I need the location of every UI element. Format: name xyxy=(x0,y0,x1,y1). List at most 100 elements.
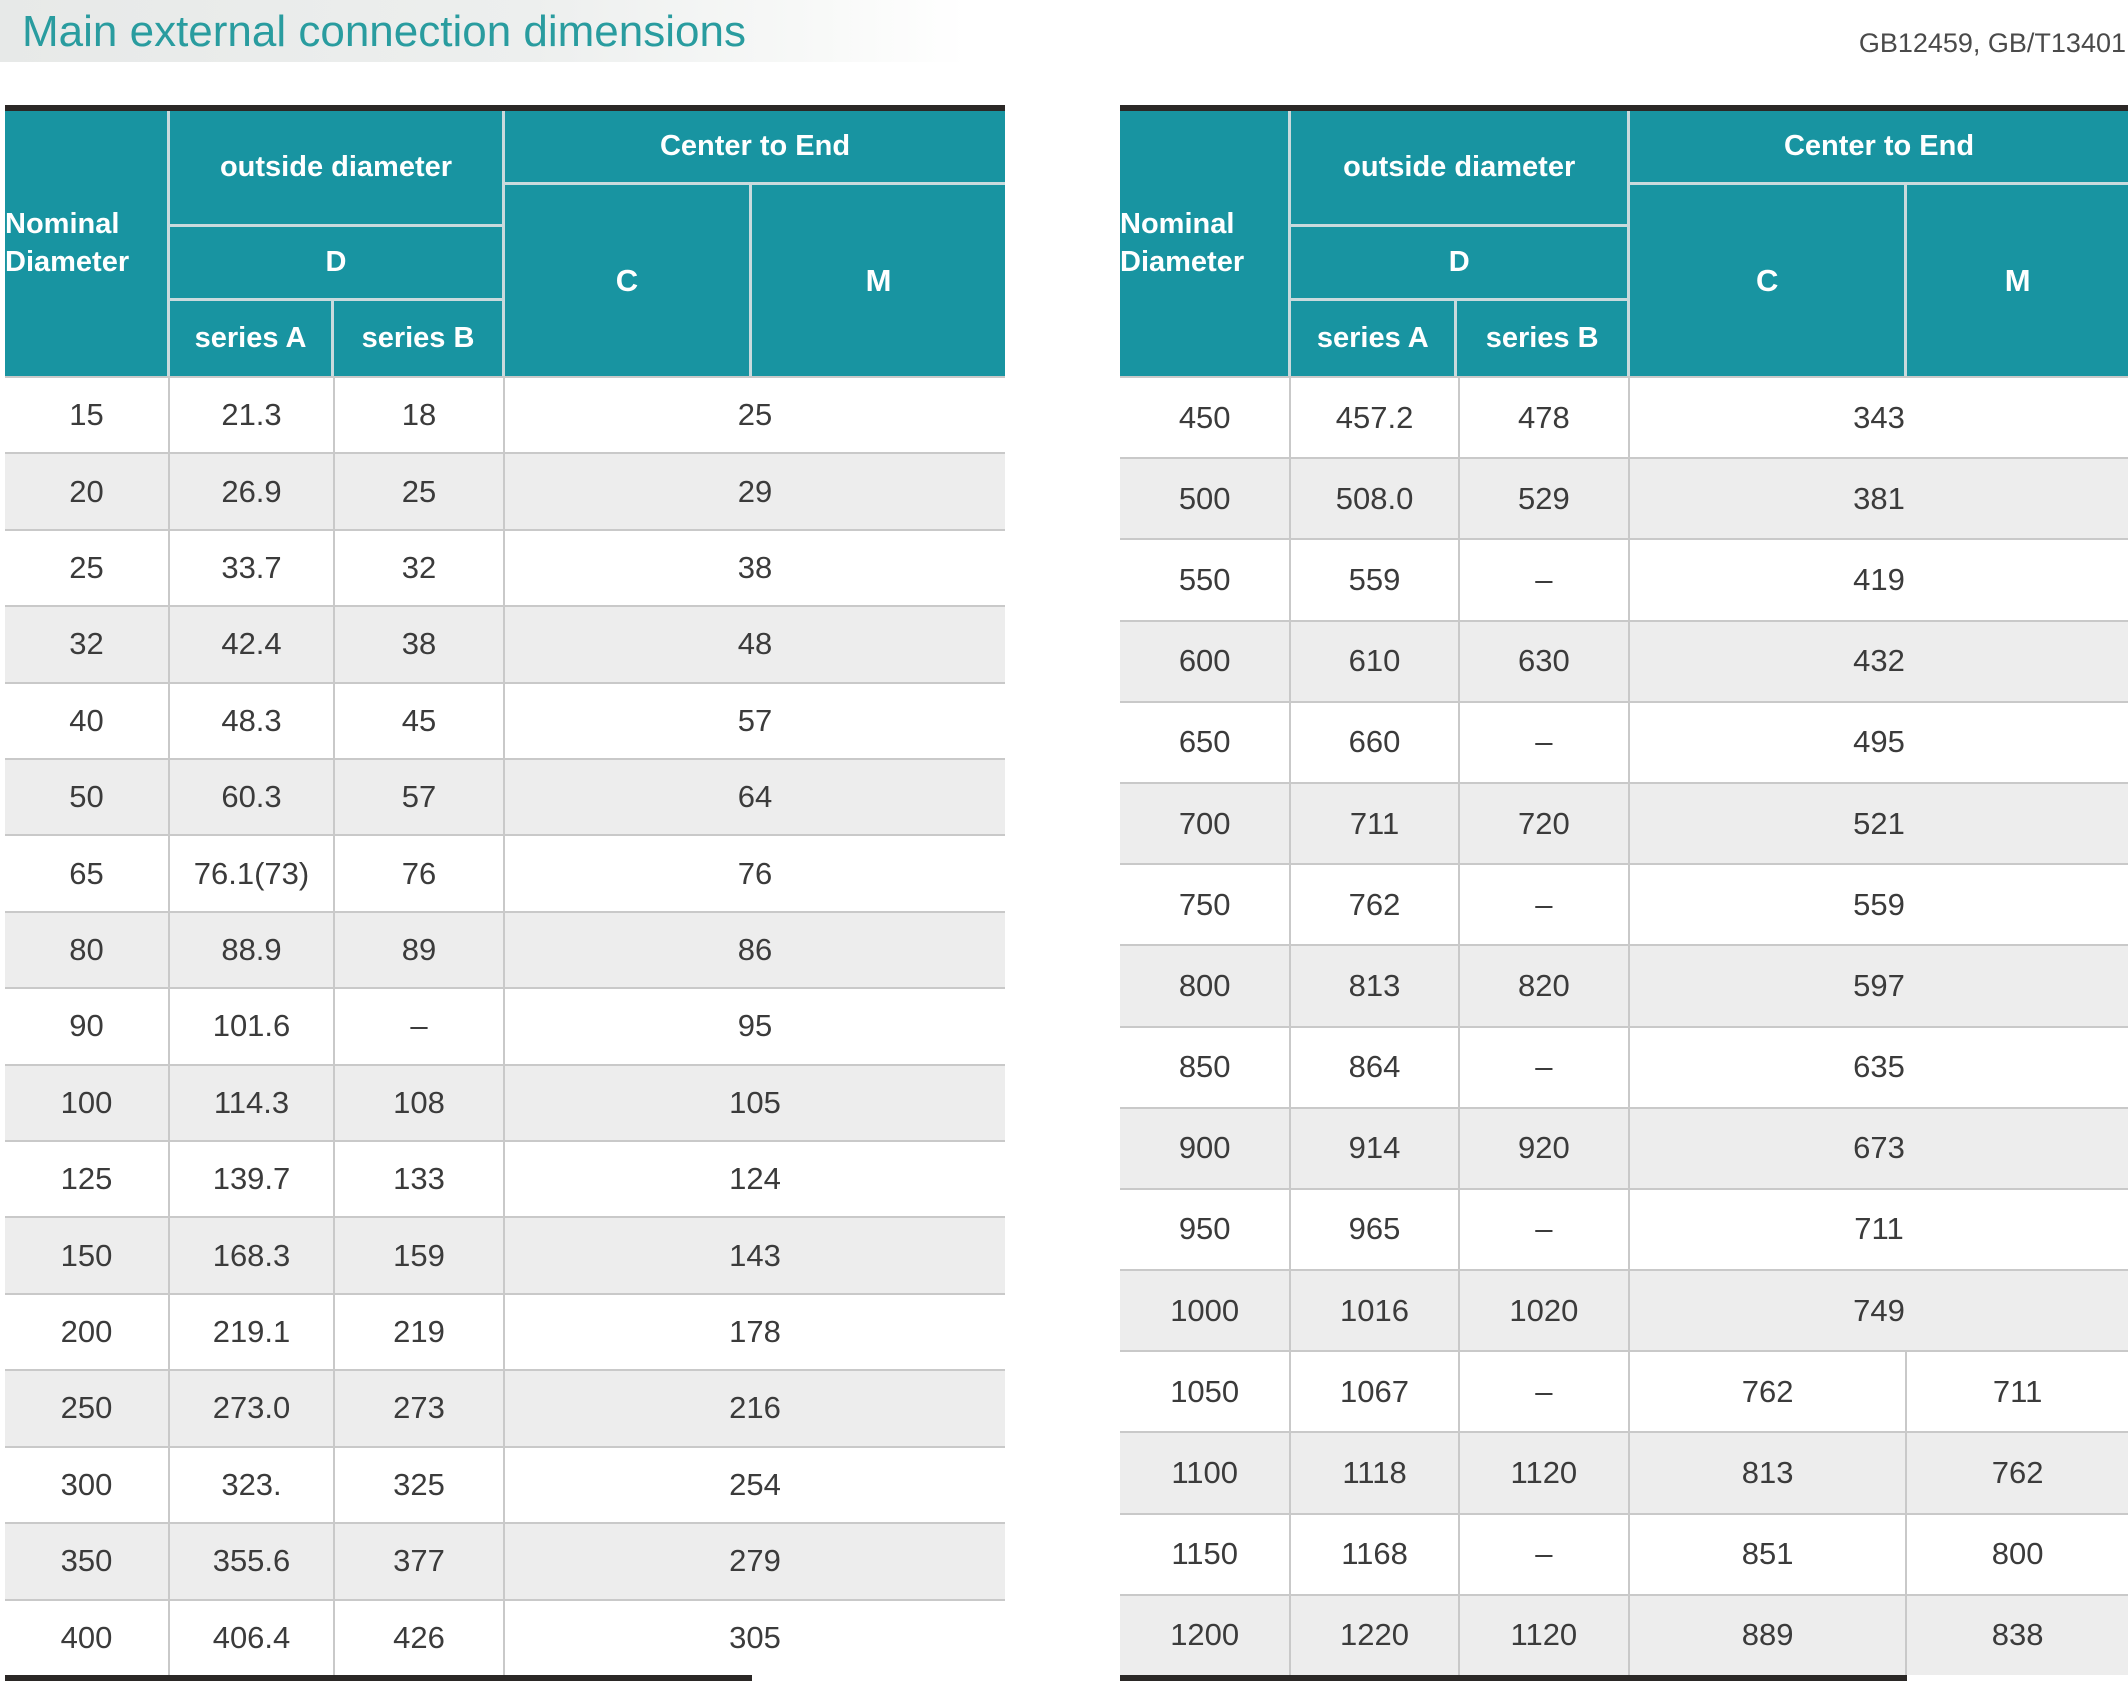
header-cm-row: C M xyxy=(505,185,1005,376)
cell-series-b: 25 xyxy=(335,454,505,529)
cell-nominal-diameter: 125 xyxy=(5,1142,170,1217)
header-outside-diameter: outside diameter xyxy=(170,111,502,227)
cell-series-a: 660 xyxy=(1291,702,1460,782)
cell-series-b: 325 xyxy=(335,1447,505,1523)
cell-series-a: 914 xyxy=(1291,1108,1460,1188)
cell-nominal-diameter: 1200 xyxy=(1120,1595,1292,1675)
cell-center-to-end: 381 xyxy=(1853,480,1905,516)
cell-series-b: 32 xyxy=(335,530,505,606)
cell-center-to-end: 559 xyxy=(1853,886,1905,922)
cell-series-b: – xyxy=(1460,865,1631,945)
cell-series-b: 529 xyxy=(1460,459,1631,539)
cell-series-a: 1220 xyxy=(1291,1595,1460,1675)
cell-nominal-diameter: 550 xyxy=(1120,540,1292,620)
table-row: 90 101.6– 95 xyxy=(5,987,1005,1064)
cell-center-to-end: 673 xyxy=(1853,1130,1905,1166)
cell-center-to-end: 38 xyxy=(737,550,773,586)
cell-series-a: 559 xyxy=(1291,540,1460,620)
cell-series-a: 1168 xyxy=(1291,1514,1460,1594)
cell-nominal-diameter: 950 xyxy=(1120,1189,1292,1270)
table-bottom-border xyxy=(5,1675,752,1681)
cell-series-b: 1120 xyxy=(1460,1595,1631,1675)
table-bottom-border xyxy=(1120,1675,1908,1681)
cell-series-a: 508.0 xyxy=(1291,459,1460,539)
table-row: 800 813 820 597 xyxy=(1120,944,2128,1026)
cell-series-a: 60.3 xyxy=(170,760,335,835)
cell-nominal-diameter: 1050 xyxy=(1120,1352,1292,1432)
title-band: Main external connection dimensions xyxy=(0,0,967,62)
cell-nominal-diameter: 50 xyxy=(5,760,170,835)
table-row: 40 48.3 45 57 xyxy=(5,681,1005,759)
cell-center-to-end: 178 xyxy=(729,1314,781,1350)
cell-nominal-diameter: 650 xyxy=(1120,702,1292,782)
standards-ref: GB12459, GB/T13401 xyxy=(1858,28,2126,58)
cell-series-a: 762 xyxy=(1291,865,1460,945)
cell-center-to-end: 749 xyxy=(1853,1292,1905,1328)
page-title: Main external connection dimensions xyxy=(22,7,746,56)
cell-nominal-diameter: 25 xyxy=(5,530,170,606)
cell-series-a: 1067 xyxy=(1291,1352,1460,1432)
cell-center-to-end: 216 xyxy=(729,1390,781,1426)
header-series-b: series B xyxy=(361,322,475,354)
cell-series-a: 610 xyxy=(1291,621,1460,701)
table-row: 1200 1220 1120 889 838 xyxy=(1120,1593,2128,1675)
cell-series-a: 26.9 xyxy=(170,454,335,529)
header-center-to-end-group: Center to End C M xyxy=(505,111,1005,376)
cell-nominal-diameter: 850 xyxy=(1120,1027,1292,1107)
table-row: 700 711 720 521 xyxy=(1120,781,2128,864)
table-row: 250 273.0 273 216 xyxy=(5,1369,1005,1446)
cell-series-b: 133 xyxy=(335,1142,505,1217)
cell-center-to-end: 57 xyxy=(737,702,773,738)
table-body: 450 457.2 478 343 500 508.0 529 381 550 559–419 60… xyxy=(1120,376,2128,1675)
header-series-b: series B xyxy=(1485,322,1599,354)
table-row: 1100 1118 1120 813 762 xyxy=(1120,1431,2128,1513)
header-c: C xyxy=(1630,185,1908,376)
cell-center-to-end: 597 xyxy=(1853,967,1905,1003)
cell-series-a: 101.6 xyxy=(170,989,335,1064)
header-outside-diameter: outside diameter xyxy=(1291,111,1628,227)
cell-series-b: 720 xyxy=(1460,783,1631,864)
cell-center-to-end: 419 xyxy=(1853,561,1905,597)
cell-center-to-end: 95 xyxy=(737,1008,773,1044)
table-row: 80 88.9 89 86 xyxy=(5,910,1005,988)
cell-series-b: – xyxy=(1460,702,1631,782)
cell-series-a: 168.3 xyxy=(170,1218,335,1293)
table-row: 25 33.7 32 38 xyxy=(5,528,1005,606)
table-row: 350 355.6 377 279 xyxy=(5,1522,1005,1599)
cell-nominal-diameter: 450 xyxy=(1120,378,1292,458)
table-row: 1000 1016 1020 749 xyxy=(1120,1269,2128,1351)
header-center-to-end: Center to End xyxy=(505,111,1005,185)
header-d: D xyxy=(1291,227,1628,301)
table-row: 850 864– 635 xyxy=(1120,1025,2128,1107)
cell-series-a: 114.3 xyxy=(170,1065,335,1141)
cell-series-a: 33.7 xyxy=(170,530,335,606)
cell-series-a: 42.4 xyxy=(170,607,335,682)
table-header: Nominal Diameter outside diameter D seri… xyxy=(1120,111,2128,376)
cell-series-b: – xyxy=(335,989,505,1064)
cell-series-b: 76 xyxy=(335,836,505,911)
cell-series-b: 89 xyxy=(335,912,505,988)
table-row: 300 323. 325 254 xyxy=(5,1445,1005,1523)
cell-nominal-diameter: 300 xyxy=(5,1447,170,1523)
cell-nominal-diameter: 400 xyxy=(5,1600,170,1675)
cell-series-a: 406.4 xyxy=(170,1600,335,1675)
header-c: C xyxy=(505,185,752,376)
header-outside-diameter-group: outside diameter D series A series B xyxy=(1291,111,1631,376)
cell-nominal-diameter: 600 xyxy=(1120,621,1292,701)
table-row: 200 219.1 219 178 xyxy=(5,1292,1005,1370)
header-outside-diameter-group: outside diameter D series A series B xyxy=(170,111,505,376)
cell-series-b: 820 xyxy=(1460,946,1631,1026)
table-row: 400 406.4 426 305 xyxy=(5,1598,1005,1675)
dimension-table-left: Nominal Diameter outside diameter D seri… xyxy=(5,105,1005,1681)
cell-c: 889 xyxy=(1630,1595,1908,1675)
cell-nominal-diameter: 1100 xyxy=(1120,1433,1292,1513)
table-body: 15 21.3 18 25 20 26.9 25 29 25 33.7 32 38 32 42.4 38 48… xyxy=(5,376,1005,1675)
cell-nominal-diameter: 700 xyxy=(1120,783,1292,864)
cell-center-to-end: 76 xyxy=(737,855,773,891)
cell-series-b: 38 xyxy=(335,607,505,682)
cell-series-b: 57 xyxy=(335,760,505,835)
header-m: M xyxy=(865,262,892,298)
cell-series-a: 48.3 xyxy=(170,683,335,759)
table-header: Nominal Diameter outside diameter D seri… xyxy=(5,111,1005,376)
